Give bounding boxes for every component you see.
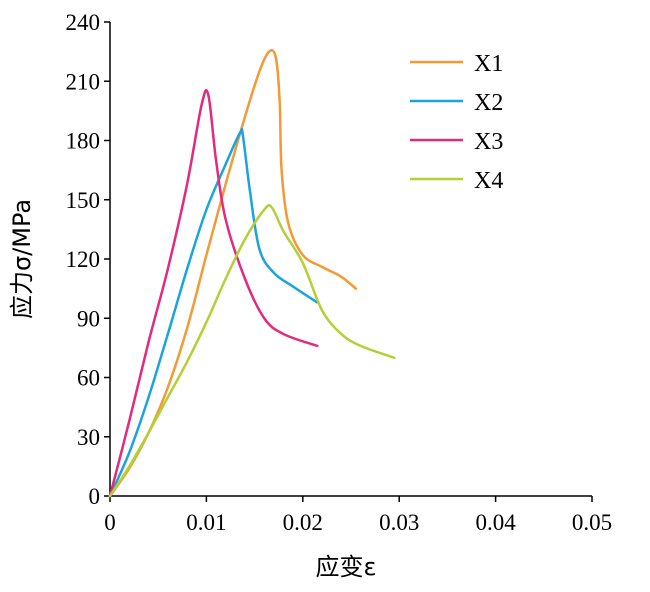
axes [109,22,592,497]
x-tick-label: 0 [104,510,116,535]
x-tick-label: 0.01 [186,510,226,535]
y-tick-label: 30 [77,425,100,450]
x-tick-label: 0.02 [283,510,323,535]
y-tick-label: 0 [89,484,101,509]
x-tick-label: 0.04 [475,510,516,535]
y-tick-label: 150 [66,188,101,213]
series-line-x2 [108,128,319,498]
legend: X1 X2 X3 X4 [410,51,503,194]
series-layer [108,49,396,498]
y-tick-label: 210 [66,69,101,94]
y-tick-label: 180 [66,129,101,154]
x-tick-label: 0.03 [379,510,419,535]
x-tick-label: 0.05 [572,510,612,535]
ticks: 0 30 60 90 120 150 180 210 240 0 0.01 0.02 0.03 0.04 0… [66,10,613,535]
series-line-x3 [108,88,319,498]
legend-label-x4: X4 [474,168,503,194]
y-tick-label: 120 [66,247,101,272]
series-line-x1 [108,49,358,498]
y-axis-title: 应力σ/MPa [8,199,36,319]
y-tick-label: 90 [77,306,100,331]
legend-label-x3: X3 [474,129,503,155]
series-line-x4 [108,204,396,498]
y-tick-label: 60 [77,366,100,391]
legend-label-x2: X2 [474,90,503,116]
legend-label-x1: X1 [474,51,503,77]
y-tick-label: 240 [66,10,101,35]
x-axis-title: 应变ε [316,553,377,581]
